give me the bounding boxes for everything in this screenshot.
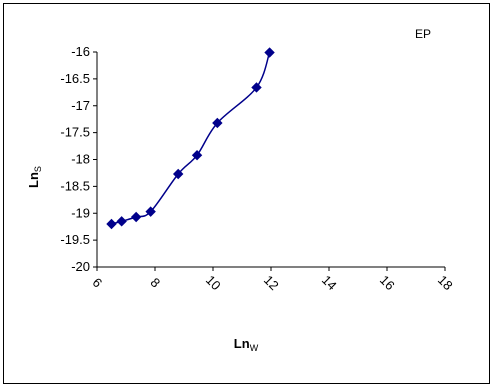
chart-area bbox=[3, 3, 490, 384]
series-line bbox=[111, 52, 271, 225]
data-point-marker bbox=[130, 211, 142, 223]
y-axis-label-sub: S bbox=[33, 166, 43, 172]
y-tick-label: -16.5 bbox=[60, 71, 90, 86]
y-tick-label: -19 bbox=[71, 205, 90, 220]
axes bbox=[96, 52, 445, 268]
data-point-marker bbox=[106, 218, 117, 230]
x-tick-label: 10 bbox=[203, 272, 224, 293]
data-point-marker bbox=[251, 82, 262, 93]
x-tick-label: 16 bbox=[377, 272, 398, 293]
y-tick-label: -18 bbox=[71, 152, 90, 167]
x-tick-label: 8 bbox=[147, 275, 163, 291]
series-layer bbox=[106, 47, 275, 230]
data-point-marker bbox=[212, 117, 223, 129]
data-point-marker bbox=[172, 168, 184, 180]
data-point-marker bbox=[116, 216, 127, 227]
ticks: -16 -16.5 -17 -17.5 -18 -18.5 -19 -19.5 -206 8 10 1… bbox=[60, 44, 455, 293]
x-tick-label: 12 bbox=[261, 272, 282, 293]
x-axis-label: LnW bbox=[234, 336, 259, 353]
y-tick-label: -16 bbox=[71, 44, 90, 59]
y-tick-label: -19.5 bbox=[60, 232, 90, 247]
legend-label: EP bbox=[415, 27, 431, 41]
x-axis-label-main: Ln bbox=[234, 336, 250, 351]
y-tick-label: -20 bbox=[71, 259, 90, 274]
data-point-marker bbox=[145, 206, 156, 217]
y-axis-label-main: Ln bbox=[26, 172, 41, 188]
x-tick-label: 18 bbox=[435, 272, 456, 293]
data-point-marker bbox=[191, 149, 203, 161]
y-tick-label: -17.5 bbox=[60, 125, 90, 140]
x-tick-label: 14 bbox=[319, 272, 340, 293]
y-tick-label: -17 bbox=[71, 98, 90, 113]
x-tick-label: 6 bbox=[89, 275, 105, 291]
y-tick-label: -18.5 bbox=[60, 178, 90, 193]
y-axis-label: LnS bbox=[26, 166, 43, 188]
x-axis-label-sub: W bbox=[250, 343, 259, 353]
data-point-marker bbox=[264, 47, 275, 58]
